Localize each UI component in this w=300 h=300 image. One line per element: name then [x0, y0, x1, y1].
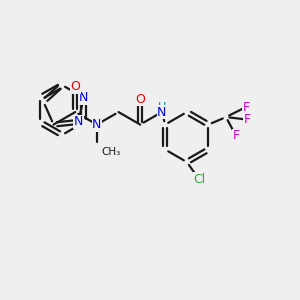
Text: N: N	[157, 106, 167, 118]
Text: N: N	[74, 116, 83, 128]
Text: F: F	[244, 113, 251, 126]
Text: N: N	[79, 91, 88, 104]
Text: O: O	[135, 93, 145, 106]
Text: H: H	[158, 102, 166, 112]
Text: N: N	[92, 118, 102, 131]
Text: CH₃: CH₃	[101, 147, 120, 157]
Text: F: F	[242, 100, 250, 114]
Text: Cl: Cl	[193, 173, 206, 186]
Text: O: O	[70, 80, 80, 93]
Text: F: F	[232, 129, 240, 142]
